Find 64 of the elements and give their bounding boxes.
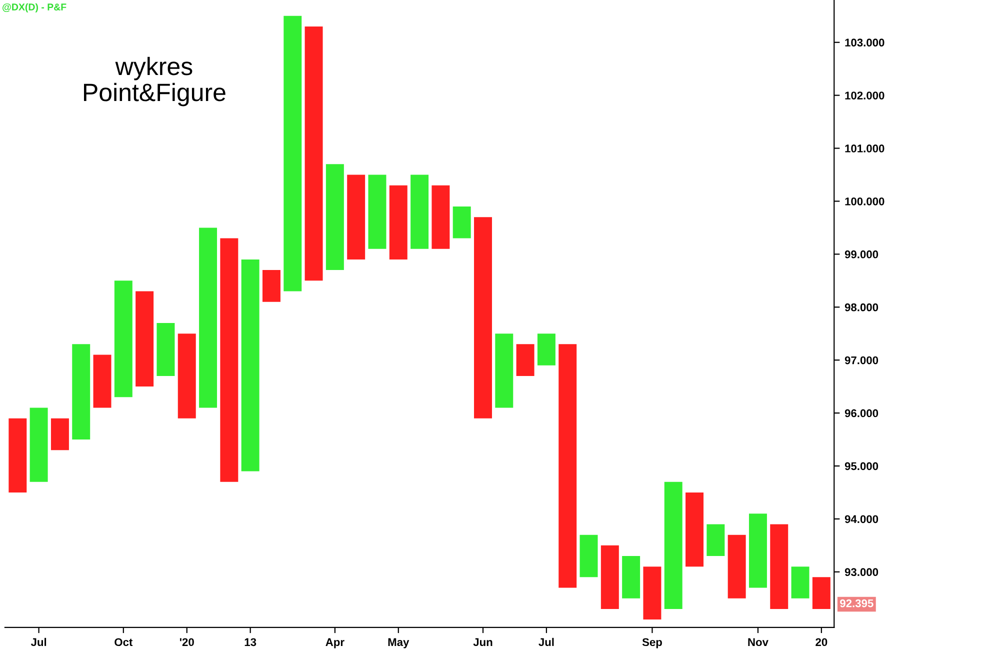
bar — [643, 566, 662, 620]
x-tick-label: Oct — [114, 638, 133, 646]
bar — [220, 238, 238, 482]
x-tick-label: Sep — [642, 638, 662, 648]
bar — [432, 185, 450, 249]
y-tick-label: 102.000 — [845, 92, 884, 100]
bar — [8, 418, 27, 492]
bar — [72, 344, 90, 440]
bar — [199, 228, 218, 408]
bar — [770, 524, 788, 609]
bar — [347, 174, 366, 260]
bar — [389, 185, 408, 260]
bar — [410, 174, 429, 249]
bar — [580, 534, 598, 578]
bar — [114, 280, 132, 398]
y-tick-label: 94.000 — [844, 515, 878, 524]
y-tick-label: 101.000 — [845, 144, 884, 152]
y-tick-label: 98.000 — [844, 303, 878, 312]
y-tick-label: 97.000 — [844, 356, 878, 364]
x-tick-label: Nov — [748, 638, 768, 646]
bar — [326, 164, 344, 270]
bar — [748, 514, 767, 588]
text: wykres Point&Figure — [84, 56, 226, 106]
bar — [50, 418, 69, 450]
bar — [284, 16, 302, 292]
x-tick-label: '20 — [180, 638, 194, 646]
bar — [156, 323, 175, 376]
bar — [136, 291, 154, 387]
y-tick-label: 99.000 — [844, 250, 878, 258]
bar — [474, 217, 492, 418]
bar — [30, 408, 48, 482]
x-tick-label: Jul — [538, 638, 554, 646]
text: 92.395 — [840, 599, 874, 608]
bar — [516, 344, 534, 376]
bar — [664, 482, 682, 609]
bar — [241, 259, 260, 472]
bar — [791, 566, 810, 598]
x-tick-label: Jul — [30, 638, 46, 646]
bar — [537, 334, 556, 366]
bar — [686, 492, 704, 567]
bar — [368, 174, 386, 249]
bar — [558, 344, 577, 588]
x-tick-label: 13 — [244, 638, 256, 646]
bar — [812, 577, 830, 609]
bar — [728, 534, 746, 598]
bar — [304, 26, 323, 281]
bar — [262, 270, 280, 302]
y-tick-label: 93.000 — [844, 568, 878, 576]
bar — [706, 524, 725, 556]
y-tick-label: 100.000 — [845, 197, 884, 206]
bar — [622, 556, 640, 598]
x-tick-label: May — [388, 638, 410, 648]
x-tick-label: 20 — [816, 638, 828, 646]
bar — [600, 545, 619, 609]
bar — [93, 354, 112, 408]
y-tick-label: 95.000 — [844, 462, 878, 470]
annotation: @DX(D) - P&F — [2, 3, 66, 12]
y-tick-label: 103.000 — [845, 38, 884, 47]
x-tick-label: Apr — [326, 638, 344, 648]
bar — [178, 334, 196, 418]
y-tick-label: 96.000 — [844, 409, 878, 418]
bar — [452, 206, 471, 238]
x-tick-label: Jun — [473, 638, 492, 646]
bar — [495, 334, 514, 408]
